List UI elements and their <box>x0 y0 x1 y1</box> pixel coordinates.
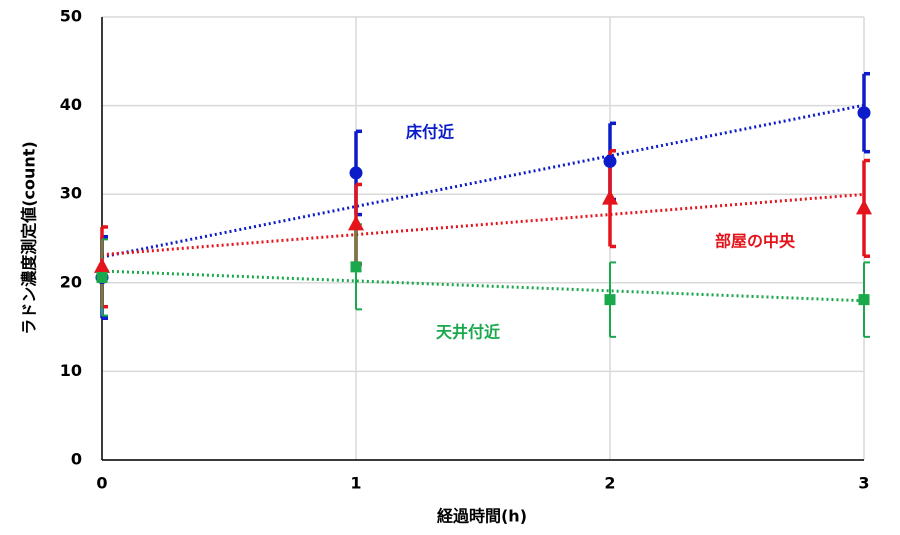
series-label: 部屋の中央 <box>715 232 796 251</box>
y-tick-label: 10 <box>60 361 82 380</box>
y-axis-label: ラドン濃度測定値(count) <box>20 141 39 335</box>
x-tick-label: 3 <box>858 474 869 493</box>
y-tick-label: 0 <box>71 450 82 469</box>
point <box>348 215 364 231</box>
point <box>604 294 616 306</box>
series-label: 天井付近 <box>436 323 500 342</box>
point <box>94 257 110 273</box>
x-axis-label: 経過時間(h) <box>437 507 527 526</box>
x-tick-label: 0 <box>96 474 107 493</box>
point <box>856 199 872 215</box>
point <box>858 294 870 306</box>
point <box>603 154 617 168</box>
x-tick-label: 1 <box>350 474 361 493</box>
x-tick-label: 2 <box>604 474 615 493</box>
trendline <box>101 192 865 257</box>
series-label: 床付近 <box>406 123 454 142</box>
point <box>857 106 871 120</box>
y-tick-label: 50 <box>60 7 82 26</box>
y-tick-label: 40 <box>60 95 82 114</box>
point <box>96 271 108 283</box>
point <box>350 261 362 273</box>
y-tick-label: 30 <box>60 184 82 203</box>
trendline <box>101 269 865 303</box>
point <box>349 166 363 180</box>
y-tick-label: 20 <box>60 272 82 291</box>
point <box>602 189 618 205</box>
